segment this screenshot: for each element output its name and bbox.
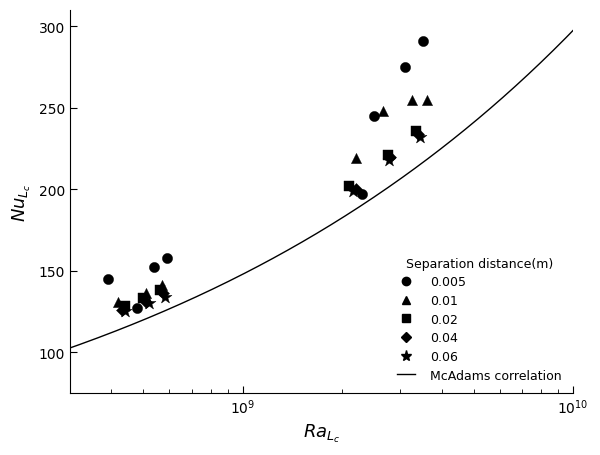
- Point: [162, 254, 172, 262]
- Point: [383, 152, 393, 159]
- Point: [133, 305, 142, 312]
- Point: [142, 290, 151, 298]
- Point: [149, 264, 159, 272]
- Point: [378, 108, 388, 116]
- Point: [103, 276, 112, 283]
- Y-axis label: $Nu_{L_c}$: $Nu_{L_c}$: [11, 183, 33, 221]
- Point: [142, 298, 151, 306]
- Point: [160, 293, 169, 301]
- Point: [386, 154, 395, 161]
- Point: [400, 64, 410, 71]
- Point: [370, 113, 379, 120]
- Point: [412, 128, 421, 135]
- Legend: 0.005, 0.01, 0.02, 0.04, 0.06, McAdams correlation: 0.005, 0.01, 0.02, 0.04, 0.06, McAdams c…: [392, 252, 567, 387]
- Point: [155, 287, 164, 294]
- Point: [416, 134, 425, 142]
- Point: [113, 298, 123, 306]
- Point: [348, 188, 358, 195]
- Point: [418, 38, 427, 46]
- Point: [144, 300, 154, 307]
- Point: [117, 306, 127, 313]
- Point: [157, 282, 167, 289]
- Point: [139, 295, 148, 302]
- Point: [413, 131, 423, 138]
- Point: [358, 191, 367, 198]
- Point: [385, 157, 394, 164]
- Point: [422, 97, 431, 104]
- Point: [351, 186, 361, 193]
- X-axis label: $Ra_{L_c}$: $Ra_{L_c}$: [303, 422, 340, 444]
- Point: [344, 183, 354, 190]
- Point: [407, 97, 416, 104]
- Point: [351, 155, 361, 162]
- Point: [158, 290, 168, 298]
- Point: [120, 303, 130, 310]
- Point: [120, 308, 130, 315]
